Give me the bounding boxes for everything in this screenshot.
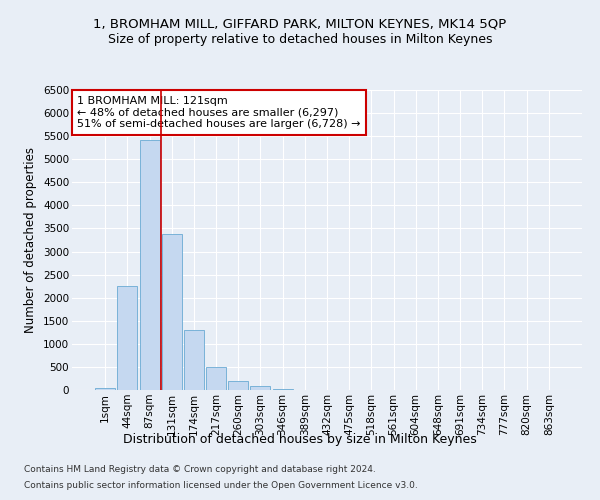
Bar	[272, 388, 293, 390]
Bar	[184, 330, 204, 390]
Text: 1 BROMHAM MILL: 121sqm
← 48% of detached houses are smaller (6,297)
51% of semi-: 1 BROMHAM MILL: 121sqm ← 48% of detached…	[77, 96, 361, 129]
Bar	[140, 140, 160, 390]
Bar	[118, 286, 137, 390]
Text: Size of property relative to detached houses in Milton Keynes: Size of property relative to detached ho…	[108, 32, 492, 46]
Bar	[162, 234, 182, 390]
Bar	[95, 388, 115, 390]
Y-axis label: Number of detached properties: Number of detached properties	[25, 147, 37, 333]
Bar	[250, 386, 271, 390]
Text: Distribution of detached houses by size in Milton Keynes: Distribution of detached houses by size …	[123, 432, 477, 446]
Text: Contains HM Land Registry data © Crown copyright and database right 2024.: Contains HM Land Registry data © Crown c…	[24, 466, 376, 474]
Bar	[206, 368, 226, 390]
Text: Contains public sector information licensed under the Open Government Licence v3: Contains public sector information licen…	[24, 480, 418, 490]
Bar	[228, 382, 248, 390]
Text: 1, BROMHAM MILL, GIFFARD PARK, MILTON KEYNES, MK14 5QP: 1, BROMHAM MILL, GIFFARD PARK, MILTON KE…	[94, 18, 506, 30]
